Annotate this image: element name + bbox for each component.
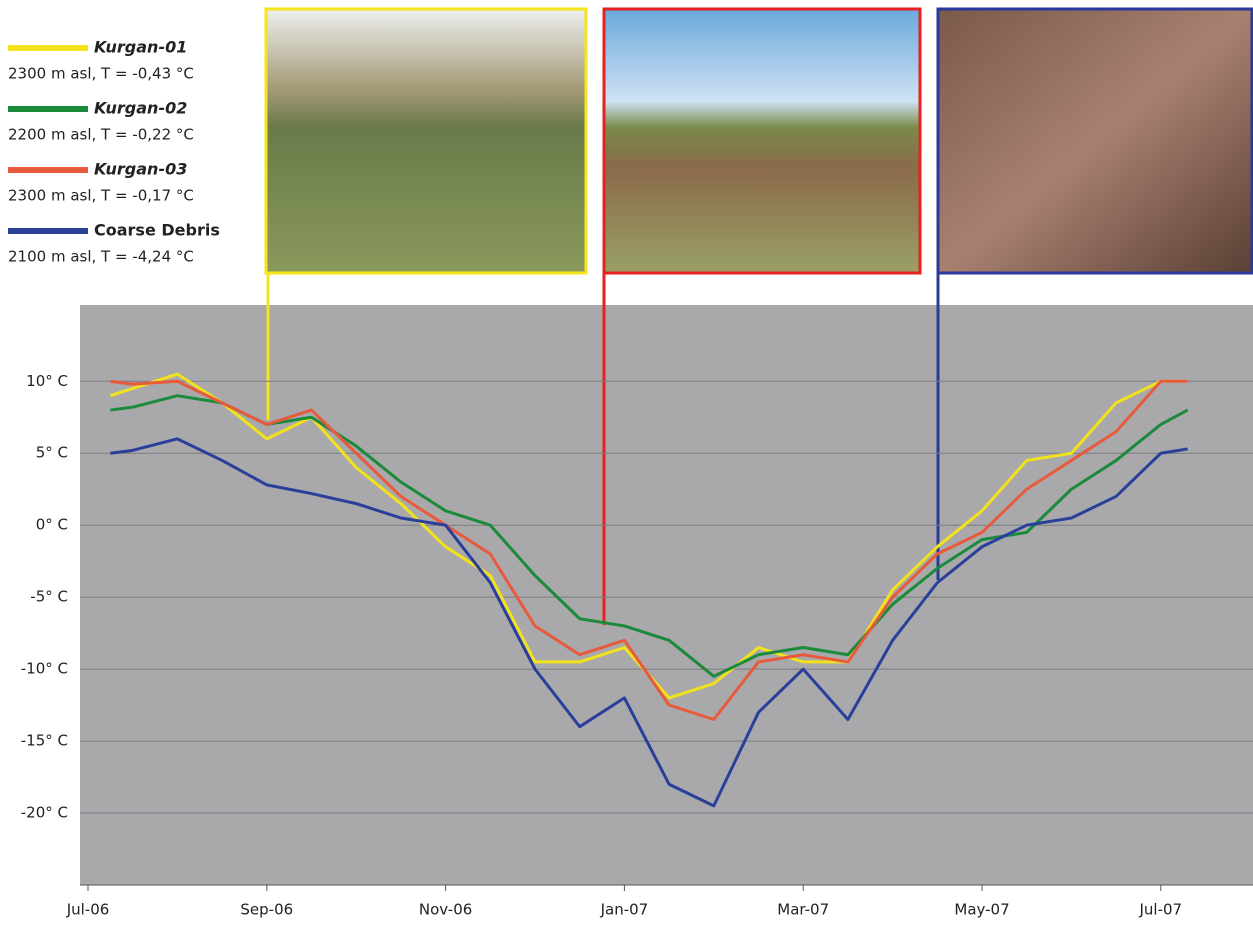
- photo-coarse-debris: [936, 7, 1253, 275]
- legend-swatch: [8, 106, 88, 112]
- x-tick-label: Sep-06: [240, 901, 293, 919]
- x-tick-label: Nov-06: [419, 901, 472, 919]
- y-tick-label: 5° C: [36, 444, 68, 462]
- legend-name: Coarse Debris: [94, 221, 220, 240]
- legend-note: 2300 m asl, T = -0,43 °C: [8, 65, 194, 83]
- grid: [80, 380, 1253, 814]
- legend-name: Kurgan-02: [94, 99, 187, 118]
- legend-swatch: [8, 228, 88, 234]
- y-tick-label: -5° C: [30, 588, 68, 606]
- y-tick-label: 0° C: [36, 516, 68, 534]
- legend-note: 2200 m asl, T = -0,22 °C: [8, 126, 194, 144]
- legend-note: 2300 m asl, T = -0,17 °C: [8, 187, 194, 205]
- plot-area: [80, 305, 1253, 885]
- x-tick-label: Jan-07: [600, 901, 649, 919]
- y-tick-label: -15° C: [21, 732, 68, 750]
- legend-note: 2100 m asl, T = -4,24 °C: [8, 248, 194, 266]
- legend: Kurgan-01 2300 m asl, T = -0,43 °C Kurgan-…: [8, 38, 220, 266]
- lines: [109, 372, 1189, 808]
- y-tick-label: -10° C: [21, 660, 68, 678]
- x-tick-label: May-07: [954, 901, 1009, 919]
- legend-name: Kurgan-01: [94, 38, 187, 57]
- series-line: [110, 379, 1188, 721]
- legend-swatch: [8, 45, 88, 51]
- legend-name: Kurgan-03: [94, 160, 187, 179]
- y-tick-label: -20° C: [21, 804, 68, 822]
- photo-kurgan-01: [264, 7, 588, 275]
- legend-swatch: [8, 167, 88, 173]
- x-tick-label: Mar-07: [777, 901, 829, 919]
- photo-kurgan-03: [602, 7, 922, 275]
- series-line: [110, 437, 1188, 808]
- x-tick-label: Jul-06: [66, 901, 110, 919]
- x-tick-label: Jul-07: [1138, 901, 1182, 919]
- y-tick-label: 10° C: [26, 372, 68, 390]
